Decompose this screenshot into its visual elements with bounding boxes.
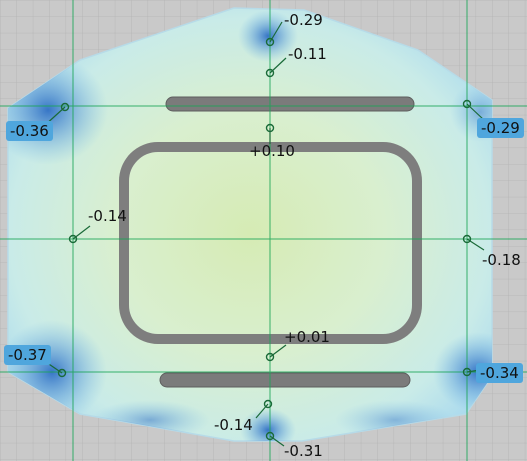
- point-bottom-inner[interactable]: [255, 399, 273, 419]
- label-center-bottom[interactable]: +0.01: [284, 328, 330, 346]
- marker-upper-left-corner[interactable]: [60, 102, 70, 112]
- point-upper-right-corner[interactable]: [462, 99, 485, 121]
- label-lower-left-corner[interactable]: -0.37: [4, 345, 51, 365]
- marker-left-middle[interactable]: [68, 234, 78, 244]
- point-top-inner[interactable]: [265, 57, 287, 78]
- label-top-inner[interactable]: -0.11: [288, 45, 327, 63]
- point-center-top[interactable]: [265, 123, 275, 145]
- label-upper-left-corner[interactable]: -0.36: [6, 121, 53, 141]
- point-bottom-edge[interactable]: [265, 431, 285, 447]
- marker-bottom-inner[interactable]: [263, 399, 273, 409]
- label-bottom-edge[interactable]: -0.31: [284, 442, 323, 460]
- marker-lower-left-corner[interactable]: [57, 368, 67, 378]
- label-right-middle[interactable]: -0.18: [482, 251, 521, 269]
- label-center-top[interactable]: +0.10: [249, 142, 295, 160]
- marker-center-bottom[interactable]: [265, 352, 275, 362]
- label-bottom-inner[interactable]: -0.14: [214, 416, 253, 434]
- marker-center-top[interactable]: [265, 123, 275, 133]
- part-surface: [7, 7, 493, 442]
- point-left-middle[interactable]: [68, 225, 91, 244]
- bottom-slot: [159, 372, 411, 388]
- measurement-points: [39, 21, 485, 447]
- marker-right-middle[interactable]: [462, 234, 472, 244]
- leader-bottom-edge: [269, 435, 285, 447]
- marker-upper-right-corner[interactable]: [462, 99, 472, 109]
- marker-lower-right-corner[interactable]: [462, 367, 472, 377]
- label-lower-right-corner[interactable]: -0.34: [476, 363, 523, 383]
- label-left-middle[interactable]: -0.14: [88, 207, 127, 225]
- point-right-middle[interactable]: [462, 234, 485, 251]
- marker-top-edge[interactable]: [265, 37, 275, 47]
- marker-top-inner[interactable]: [265, 68, 275, 78]
- marker-bottom-edge[interactable]: [265, 431, 275, 441]
- top-slot: [165, 96, 415, 112]
- label-upper-right-corner[interactable]: -0.29: [477, 118, 524, 138]
- point-top-edge[interactable]: [265, 21, 283, 47]
- label-top-edge[interactable]: -0.29: [284, 11, 323, 29]
- point-center-bottom[interactable]: [265, 344, 287, 362]
